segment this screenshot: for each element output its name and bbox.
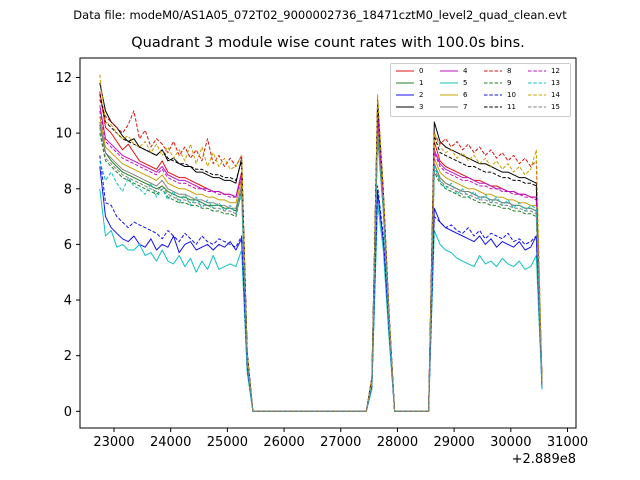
legend-swatch	[440, 106, 458, 108]
legend-label: 14	[551, 91, 560, 99]
legend-label: 3	[419, 103, 424, 111]
x-tick-label: 28000	[377, 435, 418, 450]
legend-swatch	[528, 94, 546, 96]
y-tick-label: 8	[64, 182, 72, 197]
legend-label: 13	[551, 79, 560, 87]
legend-swatch	[484, 106, 502, 108]
legend-label: 6	[463, 91, 468, 99]
x-tick-label: 29000	[433, 435, 474, 450]
series-line-2	[99, 166, 543, 412]
y-tick-label: 10	[55, 127, 72, 142]
legend-swatch	[396, 106, 414, 108]
chart-legend: 0 1 2 3 4 5 6 7 8 9 10 11 12 13 14 15	[390, 63, 571, 117]
legend-label: 11	[507, 103, 516, 111]
legend-label: 5	[463, 79, 468, 87]
legend-swatch	[440, 94, 458, 96]
x-tick-label: 24000	[150, 435, 191, 450]
legend-label: 12	[551, 67, 560, 75]
legend-swatch	[396, 70, 414, 72]
x-axis-offset-label: +2.889e8	[511, 452, 576, 467]
legend-swatch	[396, 94, 414, 96]
y-tick-label: 6	[64, 238, 72, 253]
x-tick-label: 25000	[207, 435, 248, 450]
series-line-7	[99, 121, 543, 412]
legend-swatch	[484, 94, 502, 96]
legend-label: 1	[419, 79, 424, 87]
series-line-8	[99, 99, 543, 412]
series-line-11	[99, 94, 543, 412]
plot-frame	[79, 57, 577, 429]
x-tick-label: 26000	[263, 435, 304, 450]
figure-suptitle: Data file: modeM0/AS1A05_072T02_90000027…	[73, 8, 567, 22]
legend-swatch	[484, 82, 502, 84]
legend-swatch	[440, 70, 458, 72]
x-tick-label: 30000	[490, 435, 531, 450]
x-tick-label: 31000	[547, 435, 588, 450]
series-line-3	[99, 82, 543, 412]
legend-label: 15	[551, 103, 560, 111]
series-line-15	[99, 127, 543, 412]
series-line-5	[99, 188, 543, 412]
legend-label: 10	[507, 91, 516, 99]
y-tick-label: 2	[64, 349, 72, 364]
legend-swatch	[484, 70, 502, 72]
y-tick-label: 0	[64, 405, 72, 420]
series-line-0	[99, 91, 543, 412]
legend-swatch	[440, 82, 458, 84]
legend-swatch	[528, 70, 546, 72]
legend-label: 0	[419, 67, 424, 75]
legend-label: 8	[507, 67, 512, 75]
y-tick-label: 12	[55, 71, 72, 86]
legend-swatch	[528, 106, 546, 108]
legend-label: 4	[463, 67, 468, 75]
legend-swatch	[528, 82, 546, 84]
legend-label: 7	[463, 103, 468, 111]
series-line-12	[99, 110, 543, 412]
x-tick-label: 27000	[320, 435, 361, 450]
y-tick-label: 4	[64, 294, 72, 309]
legend-label: 9	[507, 79, 512, 87]
legend-swatch	[396, 82, 414, 84]
chart-title: Quadrant 3 module wise count rates with …	[131, 35, 525, 51]
series-line-14	[99, 74, 543, 412]
x-tick-label: 23000	[93, 435, 134, 450]
legend-label: 2	[419, 91, 424, 99]
series-line-13	[99, 135, 543, 412]
